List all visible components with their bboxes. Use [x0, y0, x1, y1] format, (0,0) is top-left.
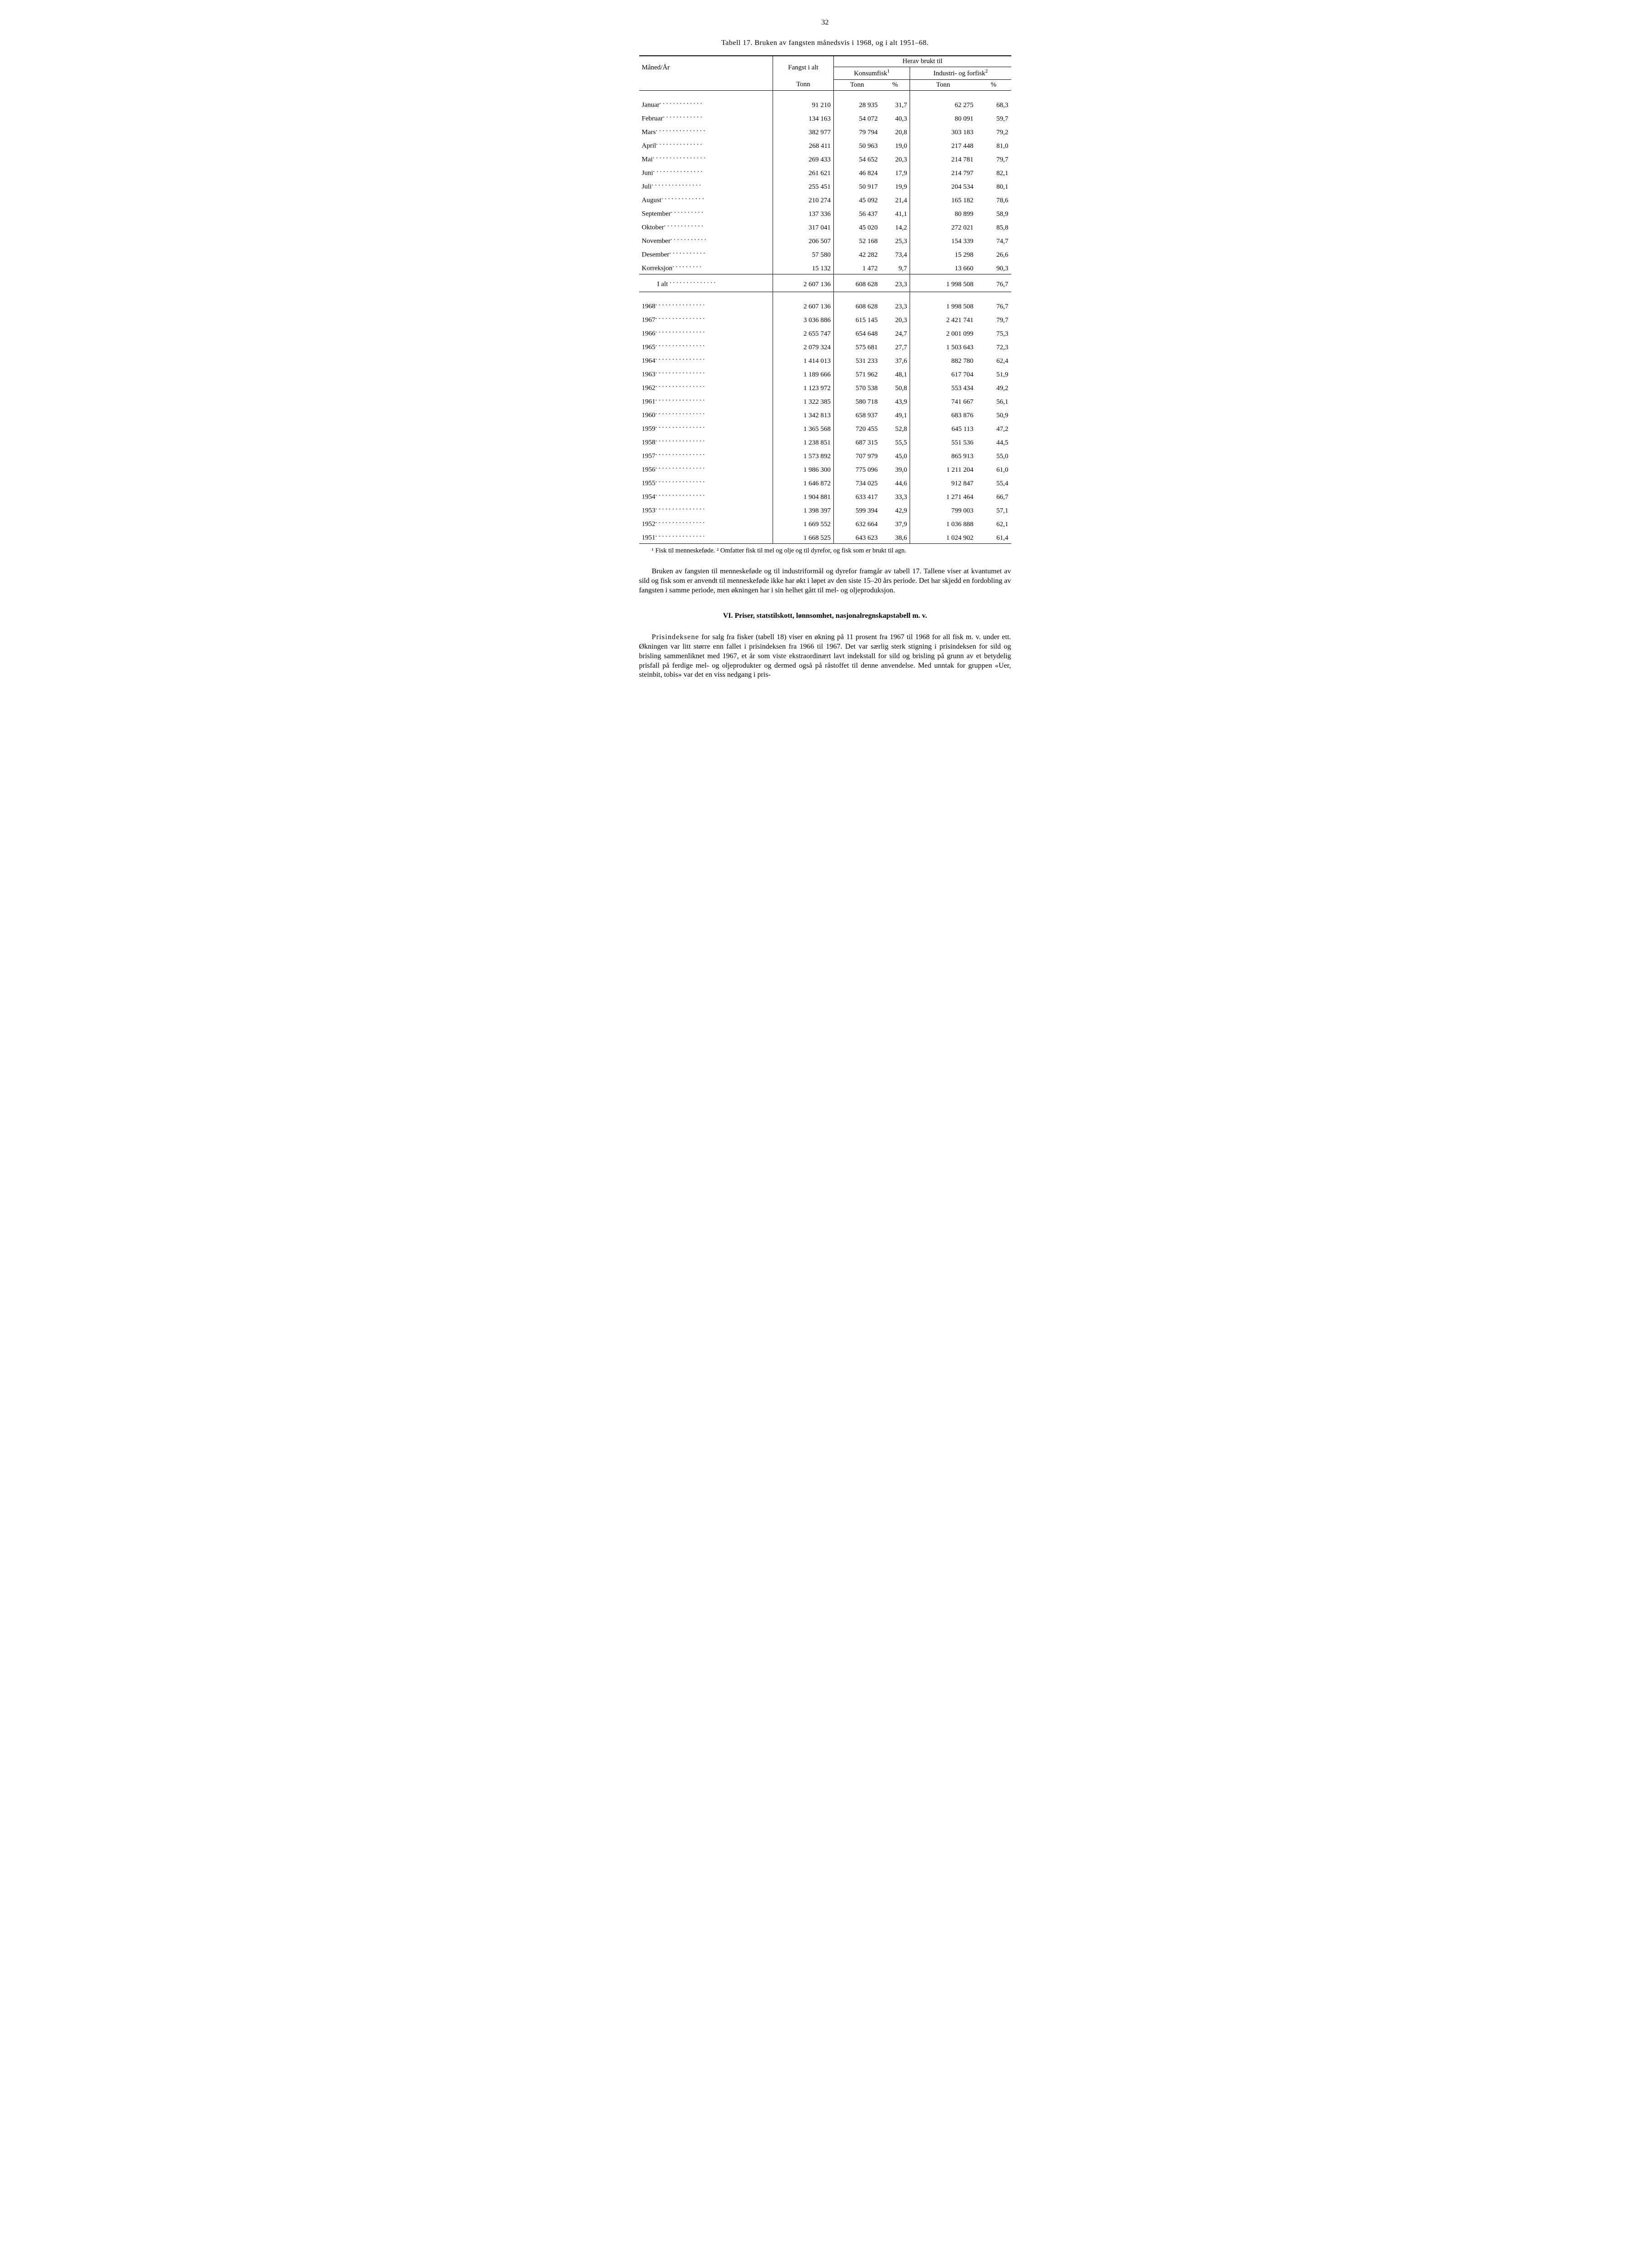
total-row: I alt . . . . . . . . . . . . . . 2 607 …	[639, 274, 1011, 292]
table-row: 1955 . . . . . . . . . . . . . . .1 646 …	[639, 475, 1011, 489]
table-row: 1958 . . . . . . . . . . . . . . .1 238 …	[639, 435, 1011, 448]
table-row: 1954 . . . . . . . . . . . . . . .1 904 …	[639, 489, 1011, 503]
table-row: 1966 . . . . . . . . . . . . . . .2 655 …	[639, 326, 1011, 339]
table-row: April . . . . . . . . . . . . . .268 411…	[639, 138, 1011, 152]
table-row: November . . . . . . . . . . .206 50752 …	[639, 233, 1011, 247]
col-header-herav: Herav brukt til	[834, 56, 1011, 67]
unit-pct: %	[976, 79, 1011, 91]
table-row: 1957 . . . . . . . . . . . . . . .1 573 …	[639, 448, 1011, 462]
table-row: Februar . . . . . . . . . . . .134 16354…	[639, 111, 1011, 124]
col-header-industri: Industri- og forfisk2	[910, 67, 1011, 80]
body-paragraph-1: Bruken av fangsten til menneskeføde og t…	[639, 567, 1011, 595]
table-row: 1960 . . . . . . . . . . . . . . .1 342 …	[639, 407, 1011, 421]
table-row: 1962 . . . . . . . . . . . . . . .1 123 …	[639, 380, 1011, 394]
table-row: September . . . . . . . . . .137 33656 4…	[639, 206, 1011, 220]
unit-pct: %	[881, 79, 910, 91]
page-number: 32	[639, 18, 1011, 28]
table-title: Tabell 17. Bruken av fangsten månedsvis …	[639, 39, 1011, 48]
col-header-konsum: Konsumfisk1	[834, 67, 910, 80]
lead-word: Prisindeksene	[652, 633, 699, 641]
table-row: 1963 . . . . . . . . . . . . . . .1 189 …	[639, 367, 1011, 380]
table-row: 1951 . . . . . . . . . . . . . . .1 668 …	[639, 530, 1011, 544]
table-row: Juli . . . . . . . . . . . . . . .255 45…	[639, 179, 1011, 192]
unit-tonn: Tonn	[910, 79, 976, 91]
table-row: Oktober . . . . . . . . . . . .317 04145…	[639, 220, 1011, 233]
table-row: Januar . . . . . . . . . . . . .91 21028…	[639, 97, 1011, 111]
table-row: Mai . . . . . . . . . . . . . . . .269 4…	[639, 152, 1011, 165]
table-footnotes: ¹ Fisk til menneskeføde. ² Omfatter fisk…	[639, 547, 1011, 555]
statistics-table: Måned/År Fangst i alt Herav brukt til Ko…	[639, 55, 1011, 544]
table-row: 1953 . . . . . . . . . . . . . . .1 398 …	[639, 503, 1011, 516]
table-row: 1965 . . . . . . . . . . . . . . .2 079 …	[639, 339, 1011, 353]
table-row: 1956 . . . . . . . . . . . . . . .1 986 …	[639, 462, 1011, 475]
table-row: Mars . . . . . . . . . . . . . . .382 97…	[639, 124, 1011, 138]
table-row: August . . . . . . . . . . . . .210 2744…	[639, 192, 1011, 206]
table-row: Korreksjon . . . . . . . . .15 1321 4729…	[639, 260, 1011, 274]
table-row: 1964 . . . . . . . . . . . . . . .1 414 …	[639, 353, 1011, 367]
table-row: Juni . . . . . . . . . . . . . . .261 62…	[639, 165, 1011, 179]
unit-tonn: Tonn	[773, 79, 833, 91]
table-row: 1952 . . . . . . . . . . . . . . .1 669 …	[639, 516, 1011, 530]
col-header-label: Måned/År	[639, 56, 773, 80]
table-row: 1961 . . . . . . . . . . . . . . .1 322 …	[639, 394, 1011, 407]
table-row: Desember . . . . . . . . . . .57 58042 2…	[639, 247, 1011, 260]
table-row: 1968 . . . . . . . . . . . . . . .2 607 …	[639, 298, 1011, 312]
unit-tonn: Tonn	[834, 79, 881, 91]
table-row: 1959 . . . . . . . . . . . . . . .1 365 …	[639, 421, 1011, 435]
col-header-fangst: Fangst i alt	[773, 56, 833, 80]
table-row: 1967 . . . . . . . . . . . . . . .3 036 …	[639, 312, 1011, 326]
body-paragraph-2: Prisindeksene for salg fra fisker (tabel…	[639, 633, 1011, 680]
section-heading: VI. Priser, statstilskott, lønnsomhet, n…	[639, 611, 1011, 621]
